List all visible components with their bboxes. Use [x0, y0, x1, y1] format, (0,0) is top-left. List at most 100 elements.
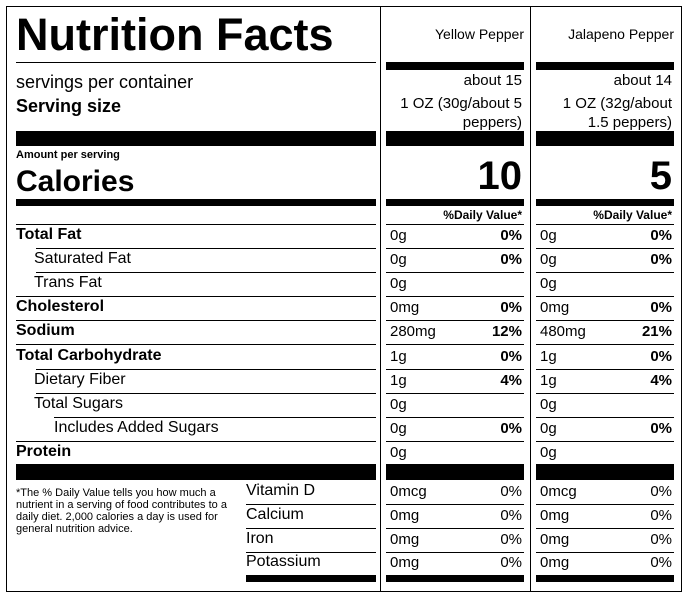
column-divider	[380, 7, 381, 591]
rule	[386, 416, 524, 418]
column-header: Yellow Pepper	[435, 26, 524, 42]
frame	[6, 6, 682, 592]
amount: 0g	[540, 395, 557, 413]
daily-value: 0%	[500, 483, 522, 500]
rule	[386, 344, 524, 346]
daily-value: 0%	[650, 299, 672, 317]
daily-value: 0%	[650, 530, 672, 548]
amount: 0g	[390, 275, 407, 293]
daily-value: 4%	[500, 371, 522, 389]
row-label: Calcium	[246, 505, 304, 523]
row-label: Protein	[16, 442, 72, 460]
daily-value: 0%	[500, 227, 522, 244]
row-label: Cholesterol	[16, 298, 105, 316]
rule	[386, 131, 524, 146]
row-label: Vitamin D	[246, 482, 316, 499]
amount: 0g	[390, 443, 407, 461]
rule	[36, 248, 376, 249]
amount: 1g	[390, 371, 407, 389]
rule	[536, 62, 674, 70]
rule	[386, 62, 524, 70]
amount: 0g	[390, 251, 407, 269]
amount: 0mg	[540, 554, 570, 572]
daily-value: 4%	[650, 371, 672, 389]
amount: 0g	[540, 251, 557, 269]
column-divider	[530, 7, 531, 591]
amount: 0mg	[390, 506, 420, 524]
amount: 480mg	[540, 323, 586, 341]
rule	[16, 464, 376, 480]
dv-header: %Daily Value*	[443, 208, 522, 222]
title: Nutrition Facts	[16, 9, 334, 60]
daily-value: 0%	[650, 554, 672, 572]
rule	[386, 575, 524, 582]
daily-value: 0%	[500, 299, 522, 317]
amount: 280mg	[390, 323, 436, 341]
amount: 0mcg	[390, 483, 427, 500]
rule	[536, 224, 674, 225]
rule	[536, 320, 674, 322]
serving-size: 1 OZ (30g/about 5	[400, 95, 522, 112]
rule	[386, 551, 524, 553]
amount: 0mg	[540, 530, 570, 548]
rule	[386, 504, 524, 505]
servings-value: about 14	[613, 72, 672, 89]
row-label: Includes Added Sugars	[54, 418, 219, 436]
rule	[536, 504, 674, 505]
daily-value: 0%	[500, 251, 522, 269]
rule	[536, 344, 674, 346]
rule	[16, 131, 376, 146]
rule	[386, 392, 524, 394]
amount: 0g	[540, 443, 557, 461]
rule	[36, 368, 376, 370]
rule	[536, 392, 674, 394]
footnote: *The % Daily Value tells you how much a …	[16, 487, 227, 536]
row-label: Total Fat	[16, 226, 82, 243]
serving-size: 1.5 peppers)	[587, 114, 672, 131]
rule	[536, 131, 674, 146]
amount: 0mg	[540, 506, 570, 524]
serving-size-label: Serving size	[16, 96, 122, 116]
rule	[386, 248, 524, 249]
amount-label: Amount per serving	[16, 149, 120, 161]
daily-value: 0%	[650, 506, 672, 524]
daily-value: 21%	[641, 323, 672, 341]
rule	[386, 320, 524, 322]
column-header: Jalapeno Pepper	[568, 26, 674, 42]
rule	[386, 224, 524, 225]
rule	[16, 296, 376, 298]
daily-value: 12%	[491, 323, 522, 341]
rule	[536, 296, 674, 298]
daily-value: 0%	[650, 419, 672, 437]
rule	[536, 551, 674, 553]
daily-value: 0%	[650, 347, 672, 365]
rule	[16, 224, 376, 225]
rule	[16, 320, 376, 322]
rule	[386, 527, 524, 529]
rule	[536, 199, 674, 206]
row-label: Trans Fat	[34, 274, 102, 292]
row-label: Total Sugars	[34, 394, 123, 412]
amount: 1g	[540, 371, 557, 389]
serving-size: 1 OZ (32g/about	[562, 95, 672, 112]
rule	[386, 272, 524, 274]
rule	[54, 416, 376, 418]
rule	[536, 248, 674, 249]
rule	[536, 368, 674, 370]
dv-header: %Daily Value*	[593, 208, 672, 222]
rule	[386, 440, 524, 442]
amount: 0g	[540, 419, 557, 437]
amount: 0mg	[390, 530, 420, 548]
rule	[536, 416, 674, 418]
calories-value: 5	[649, 154, 672, 198]
rule	[246, 527, 376, 529]
row-label: Dietary Fiber	[34, 370, 126, 388]
amount: 1g	[390, 347, 407, 365]
rule	[536, 575, 674, 582]
rule	[386, 464, 524, 480]
row-label: Iron	[246, 529, 274, 547]
rule	[536, 464, 674, 480]
amount: 0g	[390, 419, 407, 437]
rule	[386, 296, 524, 298]
